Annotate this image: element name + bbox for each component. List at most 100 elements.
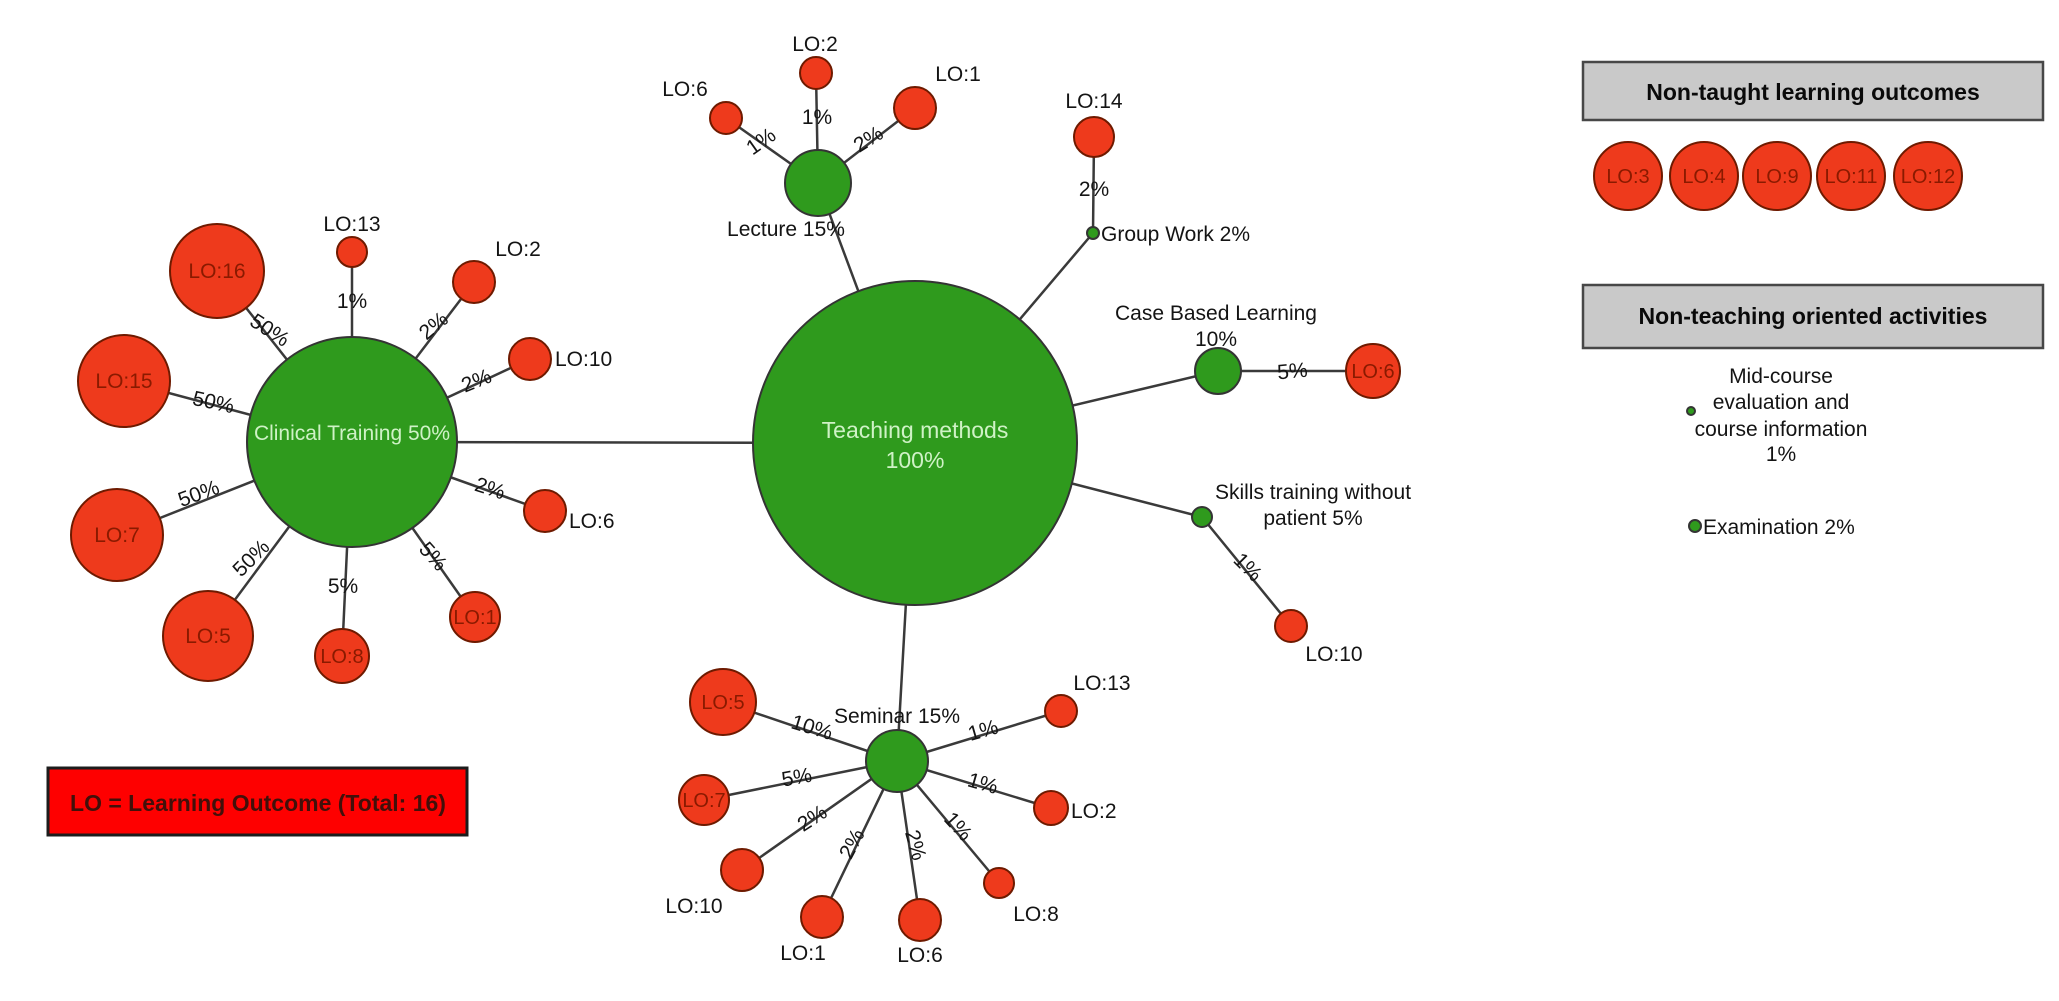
examination-dot-node [1688, 519, 1702, 533]
node-seminar-lo2 [1033, 790, 1069, 826]
non-teaching-panel: Non-teaching oriented activities Mid-cou… [1581, 283, 2045, 539]
midcourse-label-line2: evaluation and [1713, 391, 1850, 414]
edge-label-seminar--seminar-lo7: 5% [780, 764, 814, 792]
node-label-cbl-lo6: LO:6 [1351, 361, 1394, 383]
node-label-lecture-lo1: LO:1 [935, 63, 981, 86]
node-label-skills-lo10: LO:10 [1305, 643, 1362, 666]
node-label-clinical-lo6: LO:6 [569, 510, 615, 533]
edge-label-clinical-training--clinical-lo15: 50% [190, 387, 236, 418]
node-nt-lo9 [1742, 141, 1812, 211]
non-taught-panel: Non-taught learning outcomes LO:3 LO:4 LO:… [1581, 60, 2045, 211]
node-label-lecture: Lecture 15% [727, 218, 845, 241]
edge-label-lecture--lecture-lo6: 1% [742, 124, 780, 160]
node-clinical-training [246, 336, 458, 548]
node-label-clinical-lo2: LO:2 [495, 238, 541, 261]
node-label-seminar-lo8: LO:8 [1013, 903, 1059, 926]
node-clinical-lo13 [336, 236, 368, 268]
node-label-seminar-lo2: LO:2 [1071, 800, 1117, 823]
legend-label: LO = Learning Outcome (Total: 16) [70, 790, 446, 816]
edge-label-skills-training--skills-lo10: 1% [1229, 549, 1267, 587]
midcourse-label-line1: Mid-course [1729, 365, 1833, 388]
node-seminar-lo5 [689, 668, 757, 736]
node-groupwork-lo14 [1073, 116, 1115, 158]
node-clinical-lo16 [169, 223, 265, 319]
nodes-layer [70, 56, 1401, 942]
node-labels-layer: Teaching methods 100% Clinical Training 50… [94, 33, 1411, 967]
node-lecture-lo1 [893, 86, 937, 130]
node-label-seminar-lo13: LO:13 [1073, 672, 1130, 695]
node-label-lecture-lo2: LO:2 [792, 33, 838, 56]
edge-label-clinical-training--clinical-lo8: 5% [328, 575, 358, 598]
node-lecture-lo6 [709, 101, 743, 135]
legend: LO = Learning Outcome (Total: 16) [46, 766, 469, 837]
node-label-groupwork-lo14: LO:14 [1065, 90, 1123, 113]
edge-label-clinical-training--clinical-lo7: 50% [175, 476, 222, 512]
node-label-clinical-lo5: LO:5 [185, 625, 231, 648]
node-label-seminar-lo6: LO:6 [897, 944, 943, 967]
node-seminar-lo1 [800, 895, 844, 939]
node-label-clinical-training: Clinical Training 50% [254, 422, 450, 445]
examination-label: Examination 2% [1703, 516, 1855, 539]
node-clinical-lo5 [162, 590, 254, 682]
node-group-work [1086, 226, 1100, 240]
midcourse-label-line4: 1% [1766, 443, 1796, 466]
node-nt-lo4 [1669, 141, 1739, 211]
node-clinical-lo6 [523, 489, 567, 533]
node-nt-lo12 [1893, 141, 1963, 211]
edge-label-seminar--seminar-lo6: 2% [900, 827, 930, 863]
node-nt-lo3 [1593, 141, 1663, 211]
edge-label-seminar--seminar-lo5: 10% [788, 711, 835, 745]
edge-label-clinical-training--clinical-lo5: 50% [228, 535, 274, 581]
edge-skills-training--skills-lo10 [1200, 515, 1293, 628]
node-label-clinical-lo15: LO:15 [95, 370, 152, 393]
node-label-skills-training-line2: patient 5% [1263, 507, 1362, 530]
midcourse-dot-node [1686, 406, 1696, 416]
node-label-clinical-lo16: LO:16 [188, 260, 245, 283]
node-skills-lo10 [1274, 609, 1308, 643]
node-label-nt-lo9: LO:9 [1755, 166, 1798, 188]
node-label-seminar-lo10: LO:10 [665, 895, 722, 918]
edge-label-clinical-training--clinical-lo2: 2% [415, 307, 453, 344]
edge-label-lecture--lecture-lo1: 2% [850, 122, 888, 158]
edge-label-case-based-learning--cbl-lo6: 5% [1276, 359, 1308, 385]
edge-label-clinical-training--clinical-lo1: 5% [414, 538, 451, 576]
edge-label-seminar--seminar-lo13: 1% [965, 716, 1001, 746]
non-taught-outcomes: LO:3 LO:4 LO:9 LO:11 LO:12 [1593, 141, 1963, 211]
edge-label-clinical-training--clinical-lo6: 2% [472, 473, 508, 504]
edge-label-group-work--groupwork-lo14: 2% [1079, 178, 1109, 201]
node-clinical-lo2 [452, 260, 496, 304]
node-label-nt-lo11: LO:11 [1825, 166, 1878, 188]
node-seminar [865, 729, 929, 793]
non-taught-header-box [1581, 60, 2045, 122]
legend-box [46, 766, 469, 837]
node-label-nt-lo12: LO:12 [1901, 166, 1955, 188]
edge-label-seminar--seminar-lo8: 1% [939, 808, 976, 846]
node-label-teaching-methods-line2: 100% [886, 447, 945, 473]
node-nt-lo11 [1816, 141, 1886, 211]
node-skills-training [1191, 506, 1213, 528]
node-label-nt-lo3: LO:3 [1606, 166, 1649, 188]
midcourse-label-line3: course information [1695, 418, 1868, 441]
node-case-based-learning [1194, 347, 1242, 395]
node-label-lecture-lo6: LO:6 [662, 78, 708, 101]
edge-label-seminar--seminar-lo2: 1% [965, 769, 1001, 799]
node-label-seminar: Seminar 15% [834, 705, 960, 728]
node-clinical-lo7 [70, 488, 164, 582]
node-label-clinical-lo7: LO:7 [94, 524, 140, 547]
node-lecture [784, 149, 852, 217]
node-clinical-lo10 [508, 337, 552, 381]
node-label-seminar-lo7: LO:7 [682, 790, 725, 812]
node-label-nt-lo4: LO:4 [1682, 166, 1725, 188]
node-label-case-based-learning-line1: Case Based Learning [1115, 302, 1317, 325]
node-seminar-lo8 [983, 867, 1015, 899]
node-clinical-lo15 [77, 334, 171, 428]
node-label-clinical-lo10: LO:10 [555, 348, 612, 371]
node-clinical-lo8 [314, 628, 370, 684]
non-teaching-header-box [1581, 283, 2045, 350]
node-label-skills-training-line1: Skills training without [1215, 481, 1411, 504]
node-label-clinical-lo8: LO:8 [320, 646, 363, 668]
node-clinical-lo1 [449, 591, 501, 643]
node-label-clinical-lo1: LO:1 [453, 607, 496, 629]
